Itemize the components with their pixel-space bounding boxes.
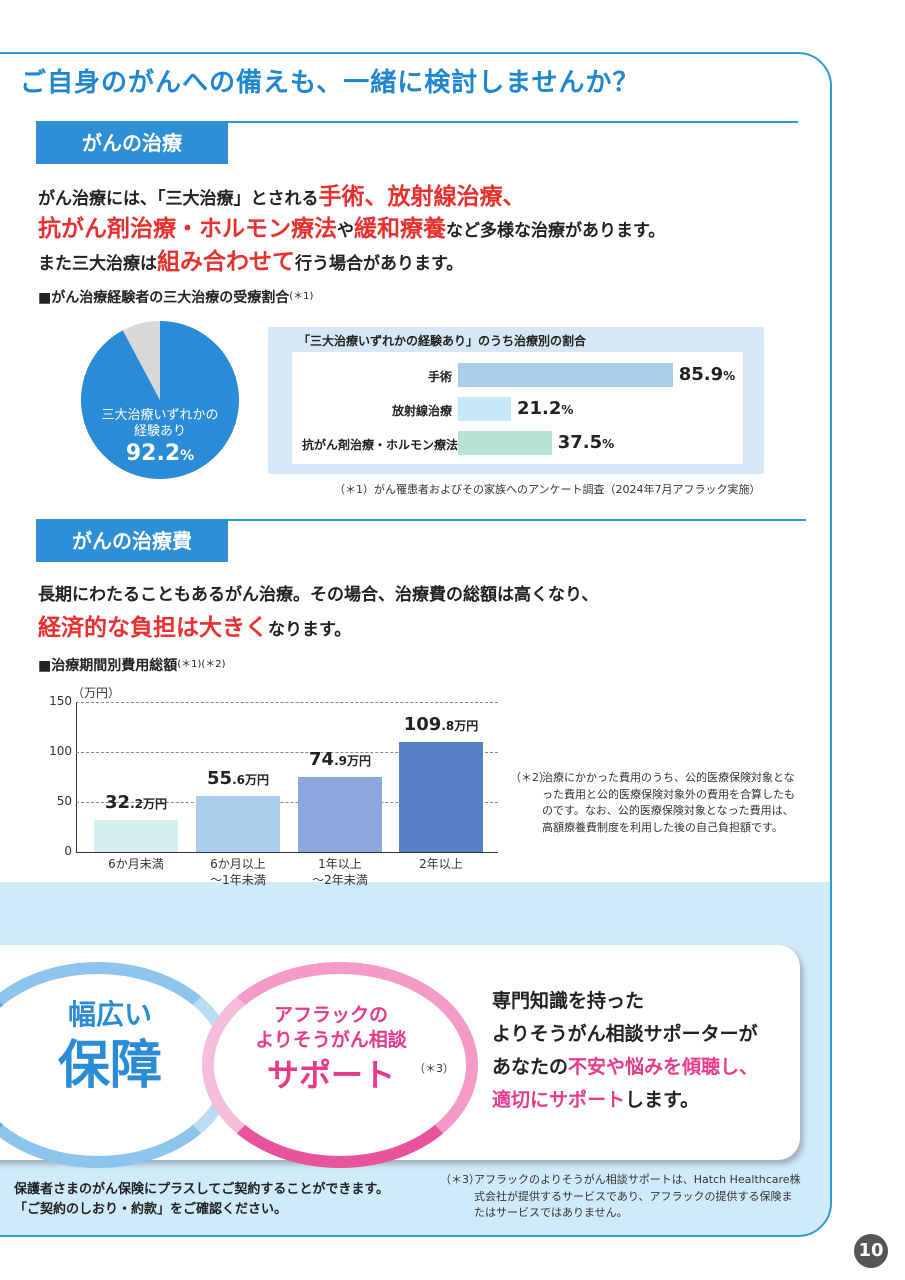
lead-text: 行う場合があります。 [295,254,464,274]
hbar [458,397,511,421]
support-line1: アフラックの [273,1004,388,1026]
footnote-2: （＊2） 治療にかかった費用のうち、公的医療保険対象となった費用と公的医療保険対… [510,770,798,836]
y-tick-label: 0 [64,844,72,858]
footnote-1: （＊1）がん罹患者およびその家族へのアンケート調査（2024年7月アフラック実施… [334,483,761,496]
x-axis-line [76,852,498,853]
support-line3: サポート [266,1056,395,1094]
cost-lead-line2: 経済的な負担は大きくなります。 [38,608,351,642]
coverage-line2: 保障 [57,1036,162,1096]
hbar-value: 21.2% [517,398,574,419]
footnote-2-mark: （＊2） [510,771,550,784]
chart-title-note: (＊1) [289,291,314,302]
cost-bar [298,777,382,852]
hbar-label: 抗がん剤治療・ホルモン療法 [302,438,459,452]
cost-bar-value: 55.6万円 [207,768,269,790]
coverage-line1: 幅広い [67,998,152,1031]
page-frame [0,52,832,1237]
desc-text: します。 [625,1089,700,1111]
cost-bar [94,819,178,852]
footnote-3: （＊3） アフラックのよりそうがん相談サポートは、Hatch Healthcar… [440,1172,802,1222]
pie-label: 三大治療いずれかの 経験あり 92.2% [82,408,238,470]
cost-bar-value: 32.2万円 [105,791,167,813]
y-tick-label: 50 [56,794,72,808]
hbar [458,363,673,387]
cost-bar [399,742,483,852]
x-category-label: 6か月以上 ～1年未満 [210,857,266,887]
breakdown-title: 「三大治療いずれかの経験あり」のうち治療別の割合 [298,334,587,348]
hbar [458,431,552,455]
section-rule [36,519,806,521]
cost-chart-title: ■治療期間別費用総額(＊1)(＊2) [38,655,226,675]
lead-emphasis: 組み合わせて [157,249,295,275]
hbar-label: 手術 [427,370,452,384]
bottom-note-line2: 「ご契約のしおり・約款」をご確認ください。 [14,1202,288,1217]
gridline [76,802,498,803]
pie-value-number: 92.2 [125,441,181,466]
lead-emphasis: 緩和療養 [354,216,446,242]
footnote-3-mark: （＊3） [440,1173,480,1186]
pie-value-unit: % [180,448,195,464]
lead-text: また三大治療は [38,254,157,274]
hbar-label: 放射線治療 [391,404,452,418]
pie-label-line2: 経験あり [133,424,186,439]
chart-title-note: (＊1)(＊2) [177,659,226,670]
chart-title-text: ■治療期間別費用総額 [38,658,178,674]
treatment-lead-line3: また三大治療は組み合わせて行う場合があります。 [38,242,463,276]
support-desc-line4: 適切にサポートします。 [492,1084,758,1117]
treatment-lead-line2: 抗がん剤治療・ホルモン療法や緩和療養など多様な治療があります。 [38,209,665,243]
footnote-2-text: 治療にかかった費用のうち、公的医療保険対象となった費用と公的医療保険対象外の費用… [542,771,795,834]
gridline [76,702,498,703]
pie-slice-other [122,321,160,400]
cost-lead-line1: 長期にわたることもあるがん治療。その場合、治療費の総額は高くなり、 [38,585,599,605]
support-note-mark: （＊3） [414,1062,454,1075]
section-heading-cost: がんの治療費 [36,520,228,562]
page-title: ご自身のがんへの備えも、一緒に検討しませんか？ [20,68,640,98]
cost-bar-value: 74.9万円 [309,749,371,771]
y-axis-line [76,702,77,852]
hbar-value: 37.5% [557,432,615,453]
y-axis-unit: （万円） [72,686,121,700]
hbar-value: 85.9% [678,364,736,385]
section-rule [36,121,798,123]
bottom-left-notes: 保護者さまのがん保険にプラスしてご契約することができます。 「ご契約のしおり・約… [14,1180,389,1220]
support-line2: よりそうがん相談 [255,1029,407,1051]
support-desc-line3: あなたの不安や悩みを傾聴し、 [492,1051,758,1084]
footnote-3-text: アフラックのよりそうがん相談サポートは、Hatch Healthcare株式会社… [474,1173,801,1219]
support-desc-line1: 専門知識を持った [492,990,645,1012]
desc-emphasis: 不安や悩みを傾聴し、 [568,1056,759,1078]
support-desc-line2: よりそうがん相談サポーターが [492,1023,758,1045]
support-label: アフラックの よりそうがん相談 サポート [216,1003,446,1097]
treatment-chart-title: ■がん治療経験者の三大治療の受療割合(＊1) [38,287,313,307]
treatment-lead-line1: がん治療には、「三大治療」とされる手術、放射線治療、 [38,177,526,211]
lead-text: なります。 [268,620,352,640]
y-tick-label: 150 [49,694,72,708]
cost-bar-value: 109.8万円 [403,714,479,736]
desc-text: あなたの [492,1056,569,1078]
lead-emphasis: 抗がん剤治療・ホルモン療法 [38,216,337,242]
page-number: 10 [854,1234,888,1268]
lead-text: など多様な治療があります。 [446,221,666,241]
x-category-label: 6か月未満 [108,857,164,871]
x-category-label: 2年以上 [419,857,463,871]
lead-text: や [337,221,354,241]
section-heading-treatment: がんの治療 [36,122,228,164]
coverage-label: 幅広い 保障 [0,995,240,1097]
lead-emphasis: 経済的な負担は大きく [38,615,268,641]
support-description: 専門知識を持った よりそうがん相談サポーターが あなたの不安や悩みを傾聴し、 適… [492,985,758,1117]
x-category-label: 1年以上 ～2年未満 [312,857,368,887]
lead-emphasis: 手術、放射線治療、 [318,184,526,210]
pie-value: 92.2% [82,440,238,470]
y-tick-label: 100 [49,744,72,758]
desc-emphasis: 適切にサポート [492,1089,626,1111]
lead-text: がん治療には、「三大治療」とされる [38,189,319,209]
bottom-note-line1: 保護者さまのがん保険にプラスしてご契約することができます。 [14,1182,390,1197]
cost-bar [196,796,280,852]
gridline [76,752,498,753]
pie-label-line1: 三大治療いずれかの [101,408,219,423]
chart-title-text: ■がん治療経験者の三大治療の受療割合 [38,290,290,306]
